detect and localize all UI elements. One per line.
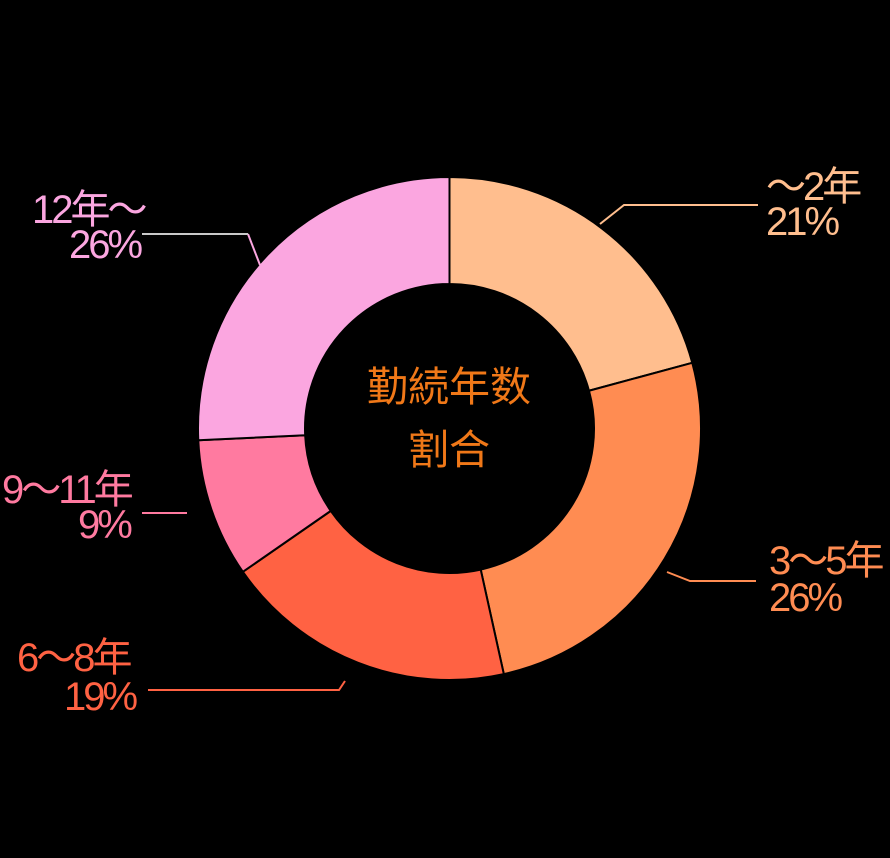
svg-text:21%: 21% <box>766 200 839 244</box>
svg-text:9%: 9% <box>78 503 132 547</box>
svg-text:19%: 19% <box>64 675 137 719</box>
svg-text:26%: 26% <box>69 223 142 267</box>
svg-text:割合: 割合 <box>408 427 490 473</box>
svg-text:26%: 26% <box>769 576 842 620</box>
svg-text:勤続年数: 勤続年数 <box>367 364 531 410</box>
svg-text:6～8年: 6～8年 <box>17 636 131 680</box>
